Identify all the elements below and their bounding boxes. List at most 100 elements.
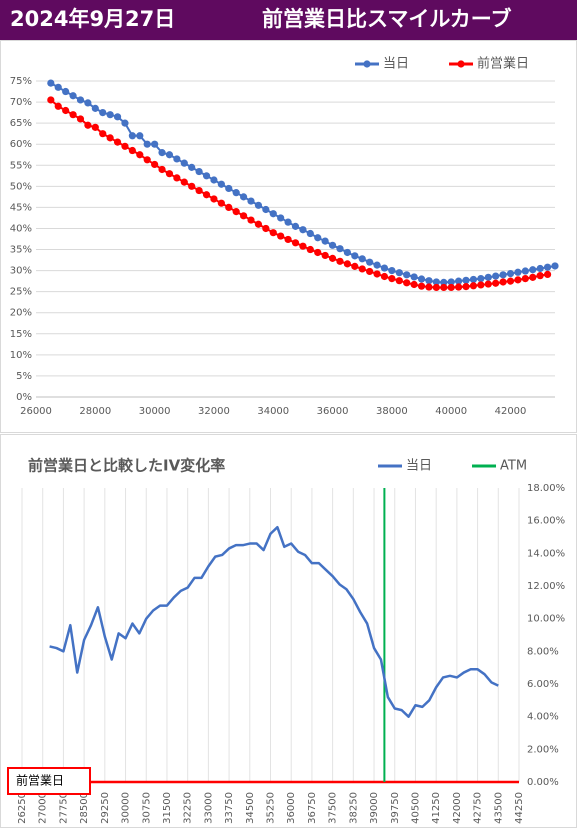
x-tick-label: 31500 — [162, 792, 173, 824]
marker — [195, 186, 203, 195]
marker — [506, 277, 515, 285]
marker — [484, 273, 492, 281]
x-tick-label: 26000 — [20, 406, 52, 417]
y-tick-label: 18.00% — [527, 483, 565, 494]
marker — [232, 189, 240, 197]
marker — [113, 113, 122, 121]
y-tick-label: 45% — [10, 202, 32, 213]
x-tick-label: 42750 — [473, 792, 484, 824]
marker — [351, 252, 359, 260]
marker — [499, 271, 507, 279]
marker — [173, 174, 181, 182]
y-tick-label: 65% — [10, 118, 32, 129]
marker — [158, 165, 166, 174]
baseline-label-box — [7, 767, 91, 795]
marker — [314, 234, 322, 242]
marker — [373, 261, 381, 269]
x-tick-label: 28500 — [79, 792, 90, 824]
y-tick-label: 30% — [10, 266, 32, 277]
marker — [217, 180, 225, 188]
marker — [69, 111, 77, 119]
y-tick-label: 12.00% — [527, 581, 565, 592]
marker — [410, 273, 418, 281]
marker — [277, 214, 285, 222]
marker — [440, 283, 448, 292]
marker — [47, 79, 55, 87]
x-tick-label: 38250 — [348, 792, 359, 824]
marker — [403, 279, 411, 287]
marker — [529, 273, 537, 281]
marker — [84, 121, 92, 129]
marker — [84, 99, 92, 107]
marker — [462, 283, 470, 291]
marker — [76, 96, 85, 104]
marker — [188, 182, 196, 190]
x-tick-label: 42000 — [495, 406, 527, 417]
marker — [417, 275, 426, 283]
marker — [343, 260, 351, 268]
marker — [499, 278, 507, 286]
header-title: 前営業日比スマイルカーブ — [262, 7, 511, 31]
marker — [254, 220, 263, 228]
marker — [536, 264, 544, 273]
x-tick-label: 34500 — [245, 792, 256, 824]
marker — [432, 283, 440, 292]
x-tick-label: 44250 — [514, 792, 525, 824]
marker — [225, 184, 233, 193]
marker — [321, 251, 329, 260]
x-tick-label: 34000 — [257, 406, 289, 417]
baseline-label: 前営業日 — [16, 773, 64, 788]
marker — [99, 109, 107, 117]
marker — [521, 267, 529, 275]
marker — [217, 199, 225, 207]
marker — [180, 178, 188, 186]
x-tick-label: 43500 — [493, 792, 504, 824]
marker — [432, 278, 440, 286]
marker — [551, 262, 559, 270]
marker — [455, 277, 463, 285]
marker — [254, 201, 263, 209]
y-tick-label: 10.00% — [527, 614, 565, 625]
y-tick-label: 4.00% — [527, 712, 559, 723]
marker — [202, 191, 211, 199]
marker — [417, 282, 426, 290]
marker — [62, 87, 70, 96]
header-date: 2024年9月27日 — [10, 7, 175, 31]
y-tick-label: 6.00% — [527, 679, 559, 690]
marker — [247, 216, 255, 224]
x-tick-label: 33000 — [203, 792, 214, 824]
y-tick-label: 40% — [10, 223, 32, 234]
marker — [314, 248, 322, 257]
marker — [76, 115, 85, 123]
marker — [91, 104, 99, 112]
y-tick-label: 50% — [10, 181, 32, 192]
marker — [477, 275, 485, 283]
marker — [195, 167, 203, 176]
marker — [336, 257, 344, 265]
x-tick-label: 40500 — [410, 792, 421, 824]
x-tick-label: 35250 — [266, 792, 277, 824]
marker — [69, 92, 77, 100]
marker — [543, 270, 552, 278]
marker — [536, 272, 544, 280]
x-tick-label: 26250 — [17, 792, 28, 824]
marker — [506, 269, 515, 278]
marker — [269, 210, 277, 218]
marker — [358, 265, 366, 273]
marker — [262, 224, 270, 233]
marker — [366, 267, 374, 276]
marker — [395, 277, 403, 285]
marker — [62, 106, 70, 115]
x-tick-label: 29250 — [100, 792, 111, 824]
legend-label: 当日 — [383, 57, 409, 72]
y-tick-label: 55% — [10, 160, 32, 171]
marker — [543, 263, 552, 271]
marker — [54, 102, 62, 110]
marker — [210, 176, 218, 184]
marker — [151, 160, 159, 169]
marker — [403, 271, 411, 279]
x-tick-label: 27000 — [38, 792, 49, 824]
x-tick-label: 39000 — [369, 792, 380, 824]
marker — [143, 156, 151, 164]
